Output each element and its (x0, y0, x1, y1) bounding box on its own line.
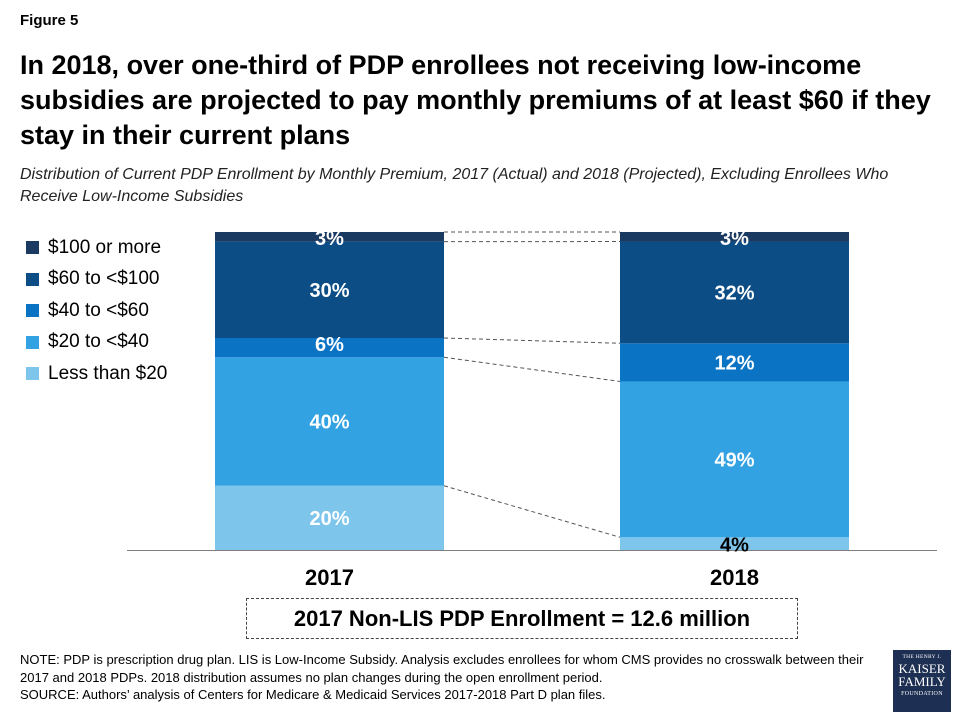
legend-swatch (26, 272, 39, 286)
data-label: 3% (315, 228, 344, 250)
logo-line: KAISER (898, 661, 946, 676)
kff-logo: THE HENRY J. KAISER FAMILY FOUNDATION (893, 650, 951, 712)
connector-line (443, 337, 621, 344)
legend-swatch (26, 241, 39, 255)
data-label: 30% (309, 280, 349, 302)
legend-item-20-to-40: $20 to <$40 (26, 327, 167, 359)
bar-segment (215, 232, 444, 242)
legend-swatch (26, 335, 39, 349)
legend-item-less-than-20: Less than $20 (26, 358, 167, 390)
bar-segment (620, 381, 849, 538)
legend-label: $100 or more (48, 236, 162, 258)
legend-swatch (26, 304, 39, 318)
bar-segment (215, 338, 444, 358)
data-label: 4% (720, 534, 749, 556)
legend-item-100-or-more: $100 or more (26, 232, 167, 264)
logo-line: FAMILY (898, 674, 946, 689)
data-label: 49% (714, 449, 754, 471)
notes: NOTE: PDP is prescription drug plan. LIS… (20, 651, 880, 704)
connector-line (443, 485, 621, 538)
data-label: 12% (714, 352, 754, 374)
data-label: 20% (309, 508, 349, 530)
logo-line: FOUNDATION (901, 691, 943, 697)
legend-item-40-to-60: $40 to <$60 (26, 295, 167, 327)
logo-line: THE HENRY J. (902, 654, 942, 660)
enrollment-total-box: 2017 Non-LIS PDP Enrollment = 12.6 milli… (246, 598, 798, 639)
figure-label: Figure 5 (20, 12, 79, 29)
legend-label: $20 to <$40 (48, 331, 149, 353)
chart-subtitle: Distribution of Current PDP Enrollment b… (20, 166, 889, 205)
legend-label: $40 to <$60 (48, 299, 149, 321)
note-text: NOTE: PDP is prescription drug plan. LIS… (20, 652, 864, 685)
x-tick-label: 2018 (710, 565, 759, 590)
bar-segment (620, 241, 849, 344)
legend-label: Less than $20 (48, 362, 168, 384)
bar-segment (620, 343, 849, 382)
bar-segment (620, 232, 849, 242)
bar-segment (215, 241, 444, 338)
enrollment-total-text: 2017 Non-LIS PDP Enrollment = 12.6 milli… (293, 605, 751, 631)
bar-segment (215, 485, 444, 550)
legend-item-60-to-100: $60 to <$100 (26, 264, 167, 296)
legend-swatch (26, 367, 39, 381)
legend-label: $60 to <$100 (48, 268, 160, 290)
chart-title: In 2018, over one-third of PDP enrollees… (20, 50, 931, 150)
data-label: 40% (309, 412, 349, 434)
legend: $100 or more $60 to <$100 $40 to <$60 $2… (26, 232, 167, 390)
source-text: SOURCE: Authors’ analysis of Centers for… (20, 687, 606, 702)
data-label: 3% (720, 228, 749, 250)
bar-segment (620, 537, 849, 550)
data-label: 32% (714, 282, 754, 304)
x-tick-label: 2017 (305, 565, 354, 590)
connector-line (443, 356, 621, 382)
bar-segment (215, 357, 444, 486)
data-label: 6% (315, 334, 344, 356)
